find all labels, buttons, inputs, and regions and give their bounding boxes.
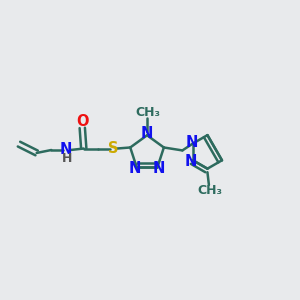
Text: CH₃: CH₃: [135, 106, 160, 119]
Text: N: N: [141, 126, 153, 141]
Text: N: N: [184, 154, 197, 169]
Text: H: H: [62, 152, 73, 165]
Text: O: O: [76, 114, 88, 129]
Text: N: N: [185, 135, 198, 150]
Text: N: N: [129, 160, 141, 175]
Text: N: N: [60, 142, 72, 158]
Text: S: S: [108, 141, 119, 156]
Text: CH₃: CH₃: [197, 184, 222, 197]
Text: N: N: [153, 160, 165, 175]
